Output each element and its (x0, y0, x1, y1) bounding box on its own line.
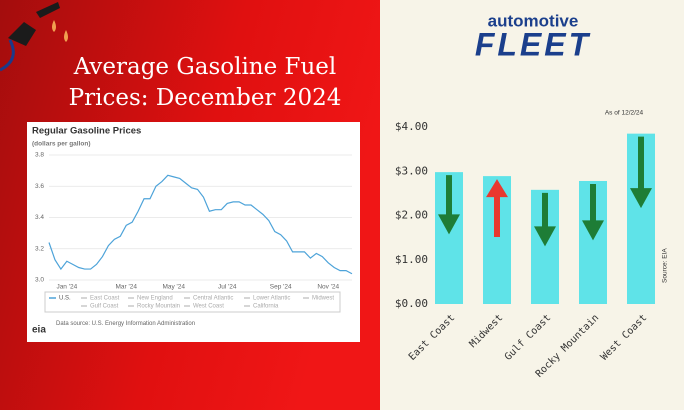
legend-label: California (253, 304, 279, 310)
legend-label: New England (137, 296, 173, 302)
trend-arrow (534, 192, 556, 247)
fuel-icon (0, 2, 68, 72)
trend-arrow (438, 175, 460, 235)
legend-label: U.S. (59, 296, 71, 302)
x-tick-label: Jul '24 (218, 284, 237, 291)
y-tick-label: $4.00 (395, 120, 428, 133)
trend-arrow (486, 179, 508, 238)
x-tick-label: Mar '24 (115, 284, 137, 291)
note: As of 12/2/24 (605, 110, 644, 117)
legend-label: West Coast (193, 304, 224, 310)
inset-subtitle: (dollars per gallon) (32, 141, 91, 148)
inset-title: Regular Gasoline Prices (32, 126, 141, 137)
y-tick-label: $0.00 (395, 297, 428, 310)
x-tick-label: May '24 (162, 284, 185, 291)
legend-label: Midwest (312, 296, 334, 302)
y-tick-label: 3.4 (35, 214, 44, 221)
source-text: Data source: U.S. Energy Information Adm… (56, 321, 196, 327)
y-tick-label: $2.00 (395, 209, 428, 222)
title-line: Average Gasoline Fuel (73, 54, 337, 80)
y-tick-label: 3.0 (35, 277, 44, 284)
logo-main: FLEET (475, 26, 591, 62)
source: Source: EIA (662, 248, 669, 283)
legend-label: Rocky Mountain (137, 304, 180, 310)
x-tick-label: Jan '24 (56, 284, 77, 291)
logo-top: automotive (488, 11, 579, 30)
trend-arrow (630, 136, 652, 209)
source-logo: eia (32, 325, 46, 336)
legend-label: East Coast (90, 296, 120, 302)
legend-label: Lower Atlantic (253, 296, 290, 302)
x-tick-label: Nov '24 (317, 284, 339, 291)
x-tick-label: Sep '24 (270, 284, 292, 291)
y-tick-label: 3.2 (35, 245, 44, 252)
y-tick-label: $1.00 (395, 253, 428, 266)
source-box: Data source: U.S. Energy Information Adm… (56, 321, 196, 327)
trend-arrow (582, 183, 604, 241)
data-line (48, 174, 353, 275)
y-tick-label: 3.8 (35, 152, 44, 159)
y-tick-label: 3.6 (35, 183, 44, 190)
legend-label: Gulf Coast (90, 304, 119, 310)
inset-chart-panel (27, 122, 360, 342)
y-tick-label: $3.00 (395, 164, 428, 177)
legend-box (44, 291, 341, 313)
legend-label: Central Atlantic (193, 296, 233, 302)
title-line: Prices: December 2024 (69, 85, 342, 111)
